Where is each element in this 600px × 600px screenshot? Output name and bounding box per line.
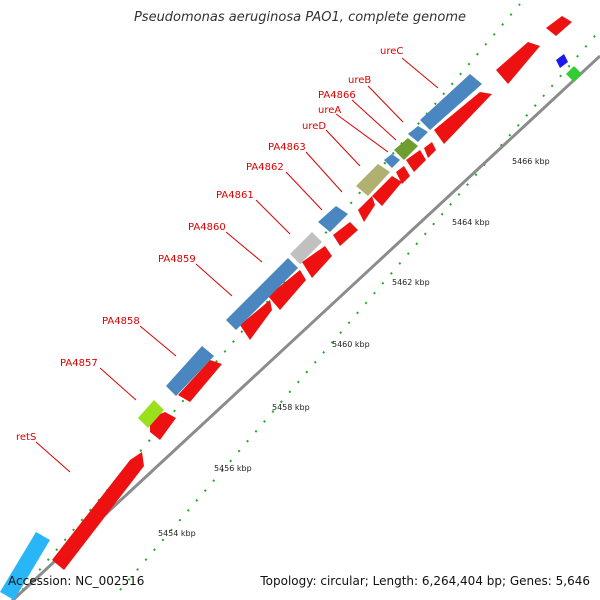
cds-box[interactable] xyxy=(138,400,164,428)
cds-box[interactable] xyxy=(290,232,322,264)
tick-track-outer xyxy=(13,3,521,600)
kbp-label: 5454 kbp xyxy=(158,529,196,538)
cds-box[interactable] xyxy=(356,164,390,196)
gene-label[interactable]: PA4859 xyxy=(158,254,196,265)
tick-track-inner xyxy=(119,29,600,591)
cds-arrow[interactable] xyxy=(396,166,410,184)
cds-arrow[interactable] xyxy=(434,92,492,144)
cds-arrow[interactable] xyxy=(406,150,426,172)
genome-summary-text: Topology: circular; Length: 6,264,404 bp… xyxy=(260,574,590,588)
kbp-scale-labels: 5466 kbp 5464 kbp 5462 kbp 5460 kbp 5458… xyxy=(158,157,550,538)
gene-label[interactable]: ureA xyxy=(318,105,341,116)
gene-labels: ureC ureB PA4866 ureA ureD PA4863 PA4862… xyxy=(16,46,403,443)
cds-box[interactable] xyxy=(166,346,214,396)
kbp-label: 5456 kbp xyxy=(214,464,252,473)
gene-label[interactable]: PA4862 xyxy=(246,162,284,173)
gene-label[interactable]: retS xyxy=(16,432,36,443)
cds-box[interactable] xyxy=(226,258,298,330)
cds-box[interactable] xyxy=(566,66,582,82)
kbp-label: 5458 kbp xyxy=(272,403,310,412)
cds-arrow[interactable] xyxy=(358,196,375,222)
gene-label[interactable]: PA4860 xyxy=(188,222,226,233)
cds-arrow[interactable] xyxy=(333,222,358,246)
gene-label[interactable]: ureD xyxy=(302,121,326,132)
gene-label[interactable]: ureC xyxy=(380,46,403,57)
cds-arrow[interactable] xyxy=(546,16,572,36)
kbp-label: 5460 kbp xyxy=(332,340,370,349)
gene-label[interactable]: PA4863 xyxy=(268,142,306,153)
cds-arrow[interactable] xyxy=(268,270,306,310)
accession-text: Accession: NC_002516 xyxy=(8,574,145,588)
outer-cds-track[interactable] xyxy=(0,54,582,600)
kbp-label: 5462 kbp xyxy=(392,278,430,287)
map-title: Pseudomonas aeruginosa PAO1, complete ge… xyxy=(133,10,467,25)
cds-arrow[interactable] xyxy=(178,360,222,402)
gene-label[interactable]: PA4861 xyxy=(216,190,254,201)
label-leaders xyxy=(35,57,439,473)
cds-box[interactable] xyxy=(318,206,348,232)
cds-box[interactable] xyxy=(408,126,428,142)
forward-cds-track[interactable] xyxy=(52,16,572,570)
gene-label[interactable]: PA4858 xyxy=(102,316,140,327)
gene-label[interactable]: PA4857 xyxy=(60,358,98,369)
cds-box[interactable] xyxy=(394,138,418,160)
kbp-label: 5464 kbp xyxy=(452,218,490,227)
cds-arrow[interactable] xyxy=(372,176,402,206)
cds-box[interactable] xyxy=(420,74,482,130)
kbp-label: 5466 kbp xyxy=(512,157,550,166)
cds-arrow[interactable] xyxy=(302,246,332,278)
cds-box[interactable] xyxy=(0,532,50,600)
cds-arrow[interactable] xyxy=(240,300,272,340)
gene-label[interactable]: ureB xyxy=(348,75,371,86)
cds-box[interactable] xyxy=(556,54,568,68)
cds-arrow[interactable] xyxy=(424,142,436,158)
cds-arrow[interactable] xyxy=(150,412,176,440)
gene-label[interactable]: PA4866 xyxy=(318,90,356,101)
cds-box[interactable] xyxy=(384,154,400,168)
cds-arrow[interactable] xyxy=(52,452,144,570)
cds-arrow[interactable] xyxy=(496,42,540,84)
